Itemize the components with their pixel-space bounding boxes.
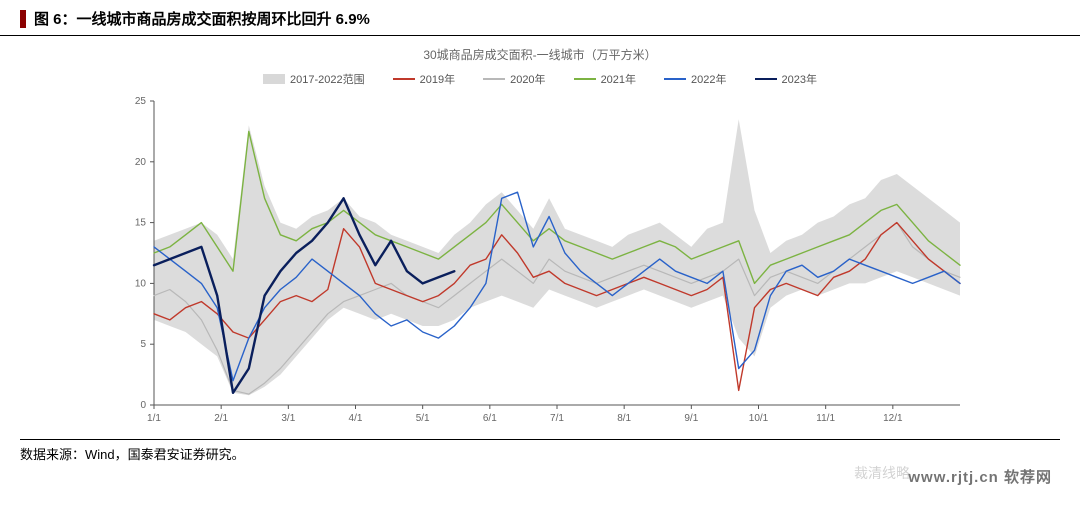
figure-title: 图 6：一线城市商品房成交面积按周环比回升 6.9% — [34, 8, 370, 29]
legend-label: 2023年 — [782, 71, 817, 87]
legend-label: 2017-2022范围 — [290, 71, 365, 87]
x-tick-label: 12/1 — [883, 413, 903, 424]
y-tick-label: 25 — [135, 96, 147, 107]
legend-swatch — [393, 78, 415, 79]
legend-label: 2020年 — [510, 71, 545, 87]
footer-row: 数据来源：Wind，国泰君安证券研究。 — [20, 439, 1060, 463]
legend-swatch — [574, 78, 596, 79]
watermark-faint: 裁清线略 — [854, 463, 910, 483]
legend-label: 2022年 — [691, 71, 726, 87]
y-tick-label: 10 — [135, 278, 147, 289]
legend-label: 2019年 — [420, 71, 455, 87]
source-text: 数据来源：Wind，国泰君安证券研究。 — [20, 444, 1060, 463]
x-tick-label: 3/1 — [281, 413, 295, 424]
x-tick-label: 10/1 — [749, 413, 769, 424]
legend-item: 2019年 — [393, 71, 455, 87]
chart-title: 30城商品房成交面积-一线城市（万平方米） — [40, 46, 1040, 63]
title-accent-bar — [20, 10, 26, 28]
y-tick-label: 15 — [135, 218, 147, 229]
legend-swatch — [483, 78, 505, 79]
x-tick-label: 2/1 — [214, 413, 228, 424]
x-tick-label: 1/1 — [147, 413, 161, 424]
x-tick-label: 4/1 — [349, 413, 363, 424]
legend-swatch — [755, 78, 777, 80]
chart-container: 30城商品房成交面积-一线城市（万平方米） 2017-2022范围2019年20… — [0, 36, 1080, 439]
legend-swatch — [664, 78, 686, 79]
chart-legend: 2017-2022范围 2019年 2020年 2021年 2022年 2023年 — [40, 71, 1040, 87]
x-tick-label: 6/1 — [483, 413, 497, 424]
watermark-text: www.rjtj.cn 软荐网 — [908, 466, 1052, 487]
legend-swatch — [263, 74, 285, 84]
x-tick-label: 11/1 — [816, 413, 835, 424]
legend-item: 2020年 — [483, 71, 545, 87]
line-chart: 0 5 10 15 20 25 1/1 2/1 3/1 4/1 5/1 6/1 7/1 8/1 9/1 10/… — [100, 95, 980, 435]
y-tick-label: 0 — [140, 400, 146, 411]
legend-item: 2021年 — [574, 71, 636, 87]
x-tick-label: 9/1 — [684, 413, 698, 424]
figure-title-row: 图 6：一线城市商品房成交面积按周环比回升 6.9% — [0, 0, 1080, 36]
y-tick-label: 5 — [140, 339, 146, 350]
legend-item: 2023年 — [755, 71, 817, 87]
legend-item: 2022年 — [664, 71, 726, 87]
x-tick-label: 7/1 — [550, 413, 564, 424]
legend-item: 2017-2022范围 — [263, 71, 365, 87]
range-band — [154, 119, 960, 395]
x-tick-label: 5/1 — [416, 413, 430, 424]
x-tick-label: 8/1 — [617, 413, 631, 424]
y-tick-label: 20 — [135, 157, 147, 168]
legend-label: 2021年 — [601, 71, 636, 87]
